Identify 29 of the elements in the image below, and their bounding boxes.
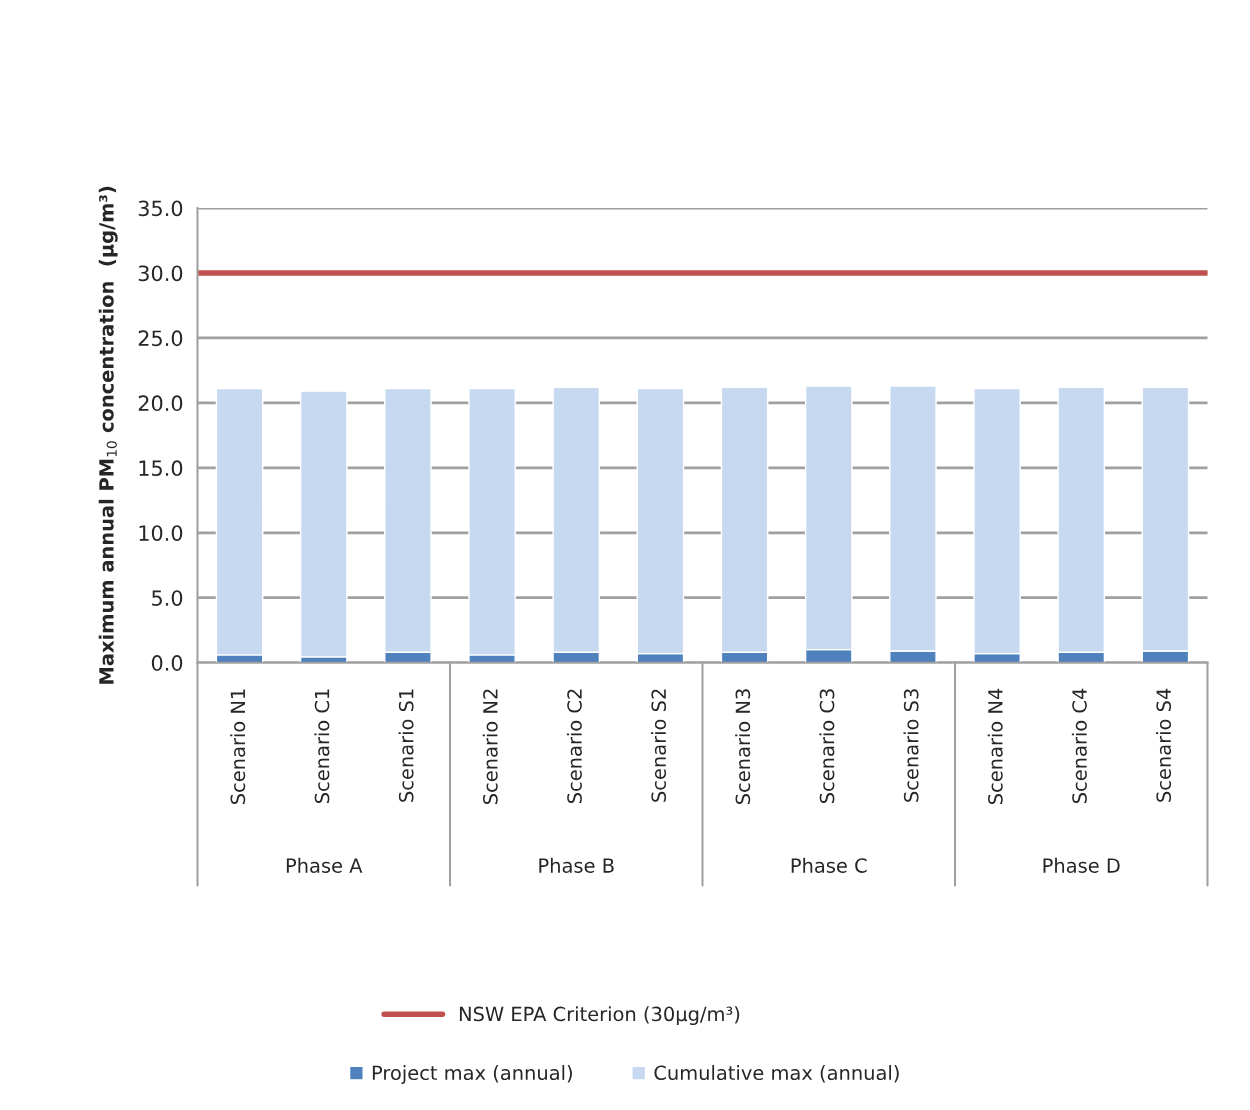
y-tick-label: 25.0 [138,330,183,347]
x-tick-label: Scenario N4 [987,688,1003,805]
y-tick-label: 0.0 [151,655,183,671]
y-tick-label: 20.0 [138,395,183,412]
text: Phase B [539,857,614,873]
legend-label: Cumulative max (annual) [654,1065,899,1083]
x-tick-label: Scenario N2 [482,689,498,805]
y-tick-label: 30.0 [138,265,183,282]
legend-label: NSW EPA Criterion (30µg/m³) [459,1006,740,1026]
text: Phase D [1043,857,1120,873]
x-tick-label: Scenario C3 [819,689,835,804]
text: Phase A [286,857,363,873]
y-tick-label: 5.0 [152,590,183,606]
x-tick-label: Scenario S3 [903,689,919,802]
x-tick-label: Scenario N3 [735,689,751,805]
bar [299,390,348,658]
y-axis-title: Maximum annual PM$_{10}$ concentration (µg/m³) [98,186,118,684]
x-tick-label: Scenario N1 [230,689,246,805]
y-tick-label: 15.0 [139,460,183,477]
y-tick-label: 10.0 [139,525,183,541]
text: Phase C [791,857,867,873]
x-tick-label: Scenario S2 [651,689,667,802]
x-tick-label: Scenario S4 [1156,688,1172,802]
y-tick-label: 35.0 [138,200,183,217]
x-tick-label: Scenario C2 [566,689,582,804]
x-tick-label: Scenario C1 [314,689,330,804]
legend-label: Project max (annual) [372,1065,572,1084]
x-tick-label: Scenario S1 [398,689,414,802]
x-tick-label: Scenario C4 [1071,688,1087,804]
